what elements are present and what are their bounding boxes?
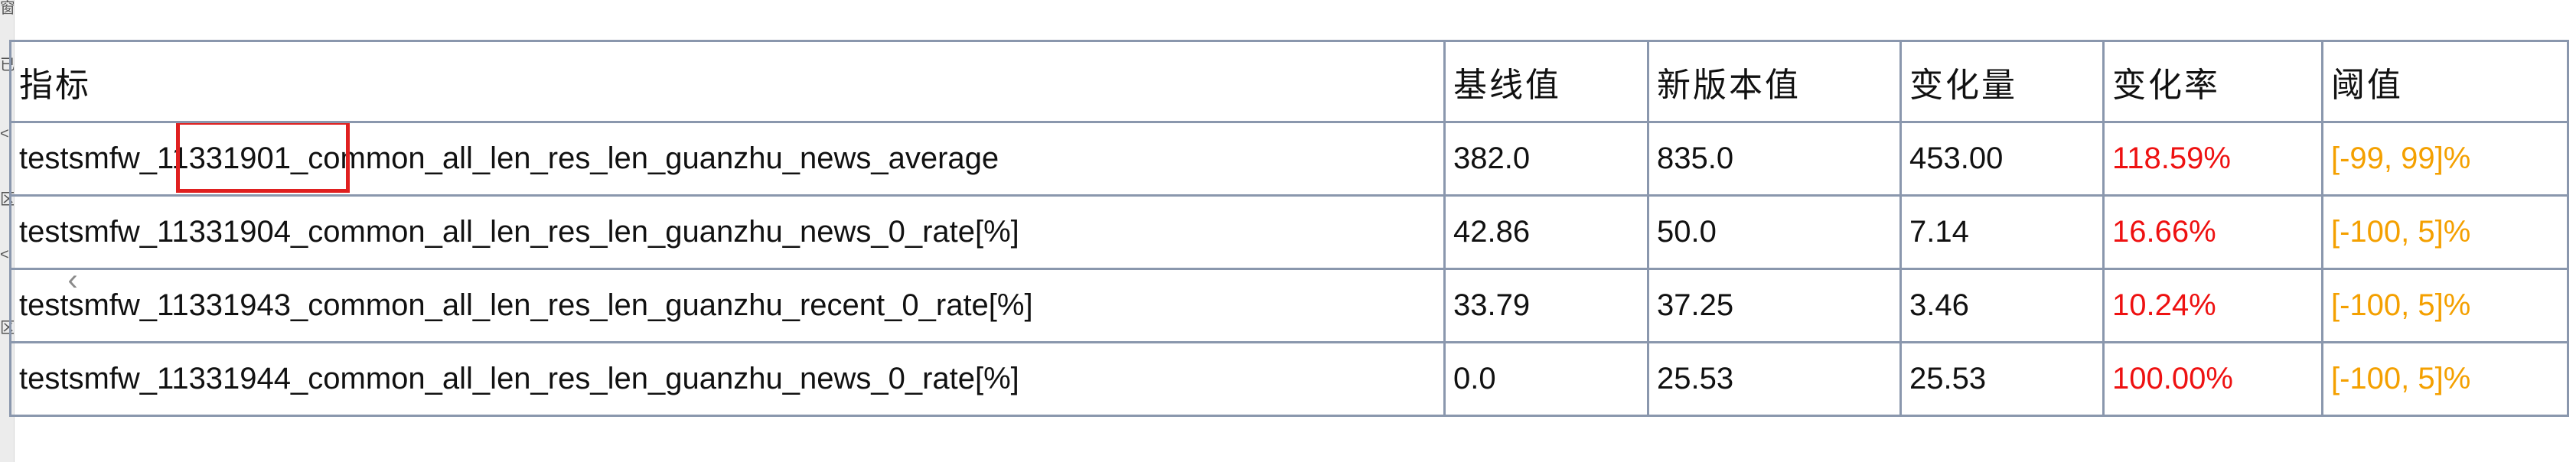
new-value-cell: 37.25: [1647, 268, 1902, 343]
change-cell: 25.53: [1899, 341, 2105, 417]
baseline-cell: 42.86: [1443, 194, 1649, 270]
metric-name: testsmfw_11331944_common_all_len_res_len…: [19, 362, 1019, 395]
metrics-comparison-table: 指标 基线值 新版本值 变化量 变化率 阈值 testsmfw_11331901…: [9, 40, 2569, 417]
change-rate-cell: 16.66%: [2102, 194, 2323, 270]
table-row: testsmfw_11331944_common_all_len_res_len…: [9, 341, 2569, 417]
new-value-cell: 835.0: [1647, 121, 1902, 197]
metric-name-cell: testsmfw_11331944_common_all_len_res_len…: [9, 341, 1446, 417]
column-header-change: 变化量: [1899, 40, 2105, 123]
column-header-baseline: 基线值: [1443, 40, 1649, 123]
change-cell: 453.00: [1899, 121, 2105, 197]
metric-name: testsmfw_11331901_common_all_len_res_len…: [19, 142, 999, 175]
change-rate-cell: 118.59%: [2102, 121, 2323, 197]
baseline-cell: 382.0: [1443, 121, 1649, 197]
side-panel-glyph: 窗: [0, 0, 14, 17]
column-header-new-value: 新版本值: [1647, 40, 1902, 123]
table-row: testsmfw_11331904_common_all_len_res_len…: [9, 194, 2569, 270]
column-header-change-rate: 变化率: [2102, 40, 2323, 123]
side-panel-glyph: <: [0, 246, 9, 263]
table-row: testsmfw_11331901_common_all_len_res_len…: [9, 121, 2569, 197]
change-rate-cell: 100.00%: [2102, 341, 2323, 417]
metric-name: testsmfw_11331904_common_all_len_res_len…: [19, 215, 1019, 249]
change-cell: 3.46: [1899, 268, 2105, 343]
new-value-cell: 50.0: [1647, 194, 1902, 270]
metric-name: testsmfw_11331943_common_all_len_res_len…: [19, 288, 1033, 322]
metric-name-cell: testsmfw_11331901_common_all_len_res_len…: [9, 121, 1446, 197]
baseline-cell: 0.0: [1443, 341, 1649, 417]
column-header-threshold: 阈值: [2321, 40, 2569, 123]
new-value-cell: 25.53: [1647, 341, 1902, 417]
threshold-cell: [-99, 99]%: [2321, 121, 2569, 197]
threshold-cell: [-100, 5]%: [2321, 268, 2569, 343]
change-cell: 7.14: [1899, 194, 2105, 270]
threshold-cell: [-100, 5]%: [2321, 341, 2569, 417]
metric-name-cell: testsmfw_11331943_common_all_len_res_len…: [9, 268, 1446, 343]
column-header-metric: 指标: [9, 40, 1446, 123]
metric-name-cell: testsmfw_11331904_common_all_len_res_len…: [9, 194, 1446, 270]
table-row: testsmfw_11331943_common_all_len_res_len…: [9, 268, 2569, 343]
baseline-cell: 33.79: [1443, 268, 1649, 343]
change-rate-cell: 10.24%: [2102, 268, 2323, 343]
table-header-row: 指标 基线值 新版本值 变化量 变化率 阈值: [9, 40, 2569, 123]
threshold-cell: [-100, 5]%: [2321, 194, 2569, 270]
side-panel-glyph: <: [0, 125, 9, 142]
chevron-left-icon[interactable]: ‹: [67, 263, 78, 297]
